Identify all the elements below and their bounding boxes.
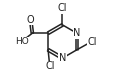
Text: Cl: Cl: [86, 37, 96, 46]
Text: Cl: Cl: [57, 3, 67, 13]
Text: Cl: Cl: [45, 61, 54, 71]
Text: O: O: [27, 15, 34, 25]
Text: N: N: [58, 53, 66, 63]
Text: N: N: [73, 28, 80, 38]
Text: HO: HO: [15, 37, 28, 46]
